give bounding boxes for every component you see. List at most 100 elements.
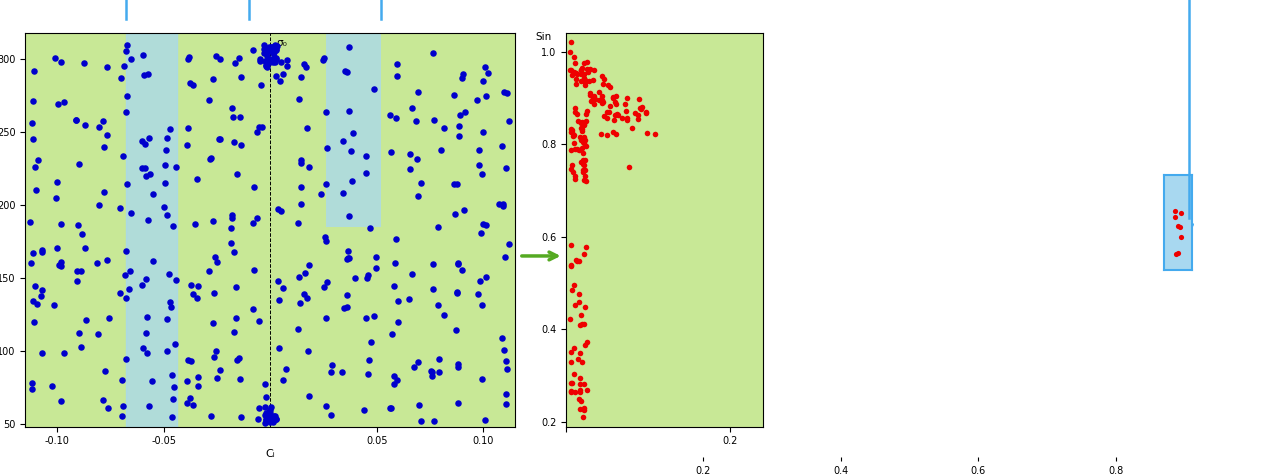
Point bbox=[249, 404, 270, 411]
Point bbox=[109, 204, 130, 211]
Point bbox=[632, 103, 653, 111]
Point bbox=[70, 343, 90, 350]
Point bbox=[572, 320, 593, 328]
Point bbox=[256, 46, 276, 53]
Point bbox=[467, 97, 487, 104]
Point bbox=[360, 338, 380, 346]
Point bbox=[27, 301, 47, 308]
Point bbox=[224, 138, 244, 146]
Point bbox=[495, 88, 515, 95]
Point bbox=[32, 349, 52, 357]
Point bbox=[95, 367, 116, 375]
Point bbox=[603, 93, 623, 100]
Point bbox=[66, 117, 86, 124]
Point bbox=[561, 379, 581, 386]
Point bbox=[574, 139, 594, 146]
Point bbox=[356, 152, 377, 159]
Point bbox=[257, 410, 277, 418]
Point bbox=[266, 55, 286, 62]
Point bbox=[340, 212, 360, 220]
Point bbox=[210, 136, 230, 143]
Point bbox=[575, 303, 595, 310]
Point bbox=[434, 311, 454, 319]
Point bbox=[187, 294, 207, 301]
Point bbox=[625, 109, 645, 117]
Point bbox=[277, 56, 298, 64]
Point bbox=[97, 131, 117, 139]
Bar bbox=[326, 33, 382, 227]
Point bbox=[156, 146, 177, 154]
Point bbox=[257, 53, 277, 60]
Point bbox=[226, 356, 247, 364]
Point bbox=[259, 43, 280, 51]
Point bbox=[448, 260, 468, 268]
Point bbox=[120, 267, 140, 274]
Point bbox=[287, 325, 308, 333]
Point bbox=[315, 402, 336, 410]
Point bbox=[575, 172, 595, 180]
Point bbox=[262, 58, 282, 65]
Point bbox=[575, 156, 595, 164]
Point bbox=[567, 71, 588, 78]
Point bbox=[407, 155, 427, 163]
Point bbox=[561, 388, 581, 396]
Point bbox=[117, 92, 137, 100]
Point bbox=[570, 349, 590, 357]
Point bbox=[257, 63, 277, 71]
Point bbox=[607, 130, 627, 138]
Point bbox=[563, 370, 584, 378]
Point bbox=[23, 297, 43, 305]
Point bbox=[179, 394, 200, 402]
Point bbox=[563, 53, 584, 61]
Point bbox=[154, 203, 174, 210]
Point bbox=[223, 211, 243, 219]
Point bbox=[452, 266, 472, 274]
Point bbox=[472, 375, 492, 383]
Point bbox=[276, 365, 296, 373]
Point bbox=[580, 65, 600, 73]
Point bbox=[448, 399, 468, 407]
Point bbox=[184, 220, 205, 228]
Point bbox=[201, 412, 221, 420]
Point bbox=[209, 135, 229, 143]
Point bbox=[449, 122, 469, 129]
Point bbox=[599, 109, 619, 116]
Point bbox=[295, 270, 315, 277]
Point bbox=[24, 283, 45, 290]
Point bbox=[188, 383, 209, 390]
Point bbox=[48, 100, 69, 108]
Point bbox=[254, 57, 275, 64]
Point bbox=[380, 404, 401, 411]
Point bbox=[183, 290, 204, 298]
Point bbox=[424, 49, 444, 56]
Point bbox=[593, 80, 613, 87]
Point bbox=[229, 355, 249, 362]
Point bbox=[249, 124, 270, 131]
Point bbox=[410, 401, 430, 408]
Point bbox=[572, 149, 593, 157]
Point bbox=[249, 317, 270, 325]
Point bbox=[605, 100, 626, 108]
Point bbox=[73, 230, 93, 238]
Point bbox=[310, 190, 331, 198]
Point bbox=[201, 155, 221, 162]
Point bbox=[605, 92, 626, 100]
Point bbox=[492, 143, 513, 150]
Point bbox=[472, 301, 492, 309]
Point bbox=[179, 53, 200, 61]
Point bbox=[591, 93, 612, 100]
Point bbox=[561, 39, 581, 46]
Point bbox=[355, 169, 375, 177]
Point bbox=[455, 108, 476, 116]
Point bbox=[134, 345, 154, 352]
Point bbox=[605, 98, 626, 106]
Point bbox=[31, 292, 51, 300]
Point bbox=[258, 409, 279, 417]
Point bbox=[364, 312, 384, 319]
Point bbox=[496, 358, 516, 365]
Point bbox=[560, 315, 580, 323]
Point bbox=[576, 338, 597, 346]
Point bbox=[314, 283, 335, 291]
Point bbox=[254, 380, 275, 388]
Point bbox=[155, 162, 176, 169]
